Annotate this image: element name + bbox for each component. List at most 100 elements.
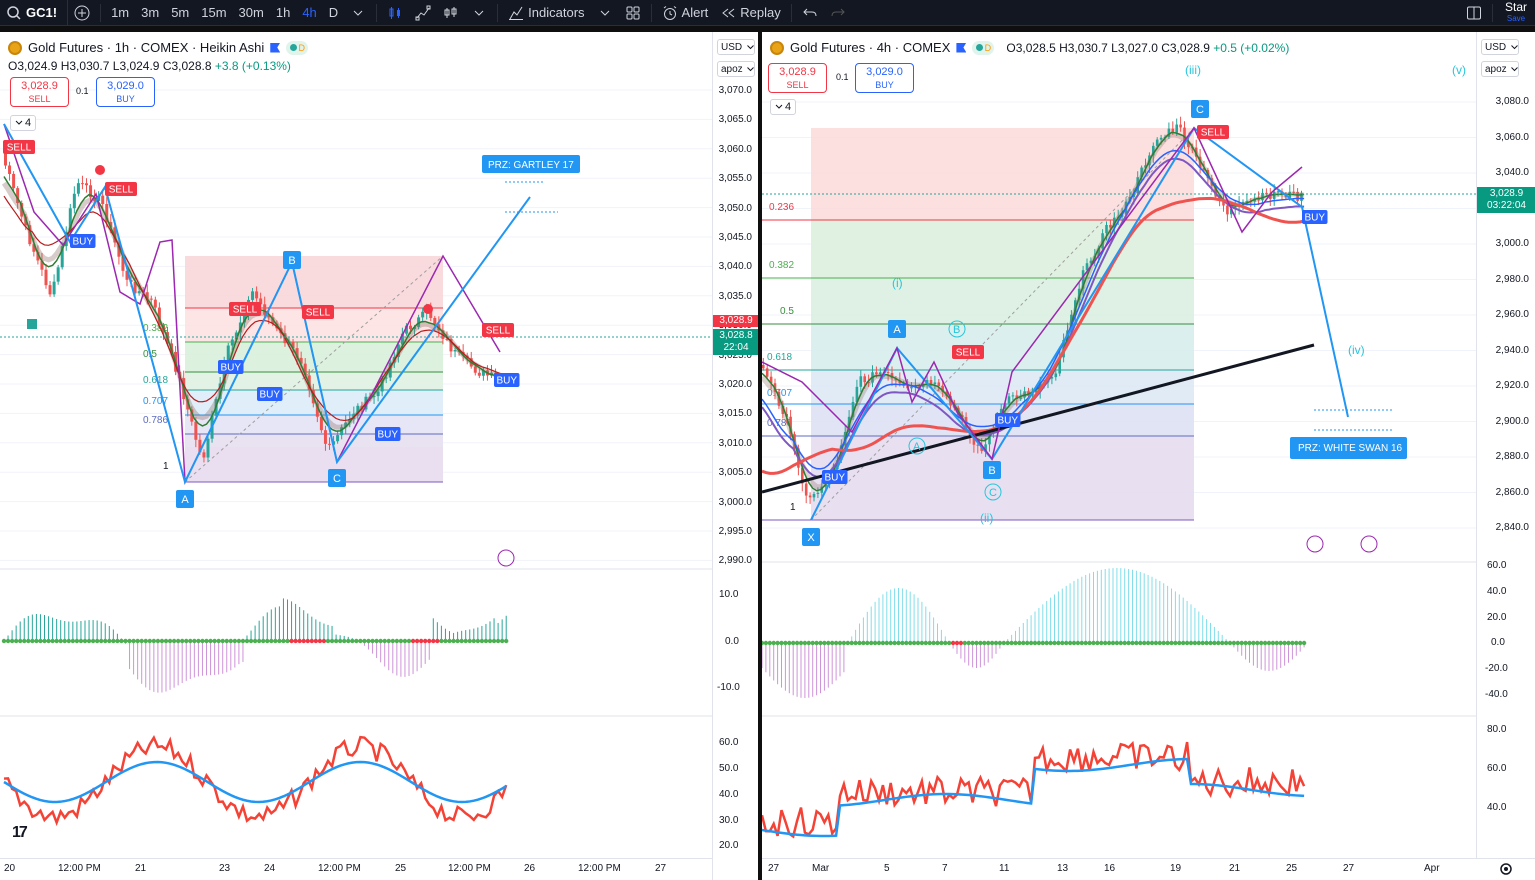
- fullscreen-button[interactable]: [1460, 0, 1488, 26]
- indicators-icon: [509, 6, 524, 20]
- macd-zero-dot: [1048, 640, 1053, 646]
- candle-body: [372, 396, 376, 398]
- flag-icon[interactable]: [270, 42, 281, 53]
- data-status-badge[interactable]: D: [972, 40, 995, 55]
- macd-zero-dot: [358, 638, 363, 644]
- interval-dropdown[interactable]: [344, 0, 372, 26]
- candle-body: [194, 421, 198, 440]
- chart-type-button[interactable]: [381, 0, 409, 26]
- macd-zero-dot: [872, 640, 878, 646]
- right-quantity[interactable]: 0.1: [836, 72, 849, 82]
- alarm-clock-icon: [663, 5, 676, 20]
- macd-zero-dot: [402, 638, 408, 644]
- candle-body: [153, 299, 157, 308]
- candle-body: [1003, 403, 1007, 409]
- redo-button[interactable]: [824, 0, 852, 26]
- macd-zero-dot: [354, 638, 359, 644]
- macd-zero-dot: [455, 638, 460, 644]
- right-sell-button[interactable]: 3,028.9 SELL: [768, 63, 827, 93]
- macd-zero-dot: [366, 638, 371, 644]
- left-collapse-indicators[interactable]: 4: [10, 115, 36, 131]
- undo-button[interactable]: [796, 0, 824, 26]
- left-price-scale[interactable]: USD apoz 3,070.0 3,065.0 3,060.0 3,055.0 3,0…: [712, 32, 758, 880]
- replay-button[interactable]: Replay: [714, 0, 786, 26]
- interval-4h[interactable]: 4h: [302, 5, 317, 20]
- indicator-count: 4: [24, 117, 32, 129]
- candle-body: [1101, 233, 1104, 249]
- compare-button[interactable]: [68, 0, 96, 26]
- macd-zero-dot: [1130, 640, 1135, 646]
- alert-button[interactable]: Alert: [656, 0, 715, 26]
- macd-zero-dot: [34, 638, 39, 644]
- pattern-point-label: X: [807, 532, 815, 544]
- candle-body: [765, 368, 769, 377]
- moving-average-slow-line: [762, 196, 1305, 475]
- indicators-button[interactable]: Indicators: [502, 0, 590, 26]
- replay-label: Replay: [740, 5, 781, 20]
- left-time-axis[interactable]: 20 12:00 PM 21 23 24 12:00 PM 25 12:00 PM 26 12:0…: [0, 858, 712, 880]
- right-time-axis[interactable]: 27 Mar 5 7 11 13 16 19 21 25 27 Apr: [762, 858, 1535, 880]
- layout-button[interactable]: [619, 0, 647, 26]
- candle-body: [251, 291, 255, 300]
- right-symbol-title[interactable]: Gold Futures · 4h · COMEX: [790, 40, 951, 55]
- macd-zero-dot: [884, 640, 889, 646]
- macd-zero-dot: [978, 640, 983, 646]
- macd-zero-dot: [224, 638, 229, 644]
- right-currency-select[interactable]: USD: [1481, 39, 1519, 55]
- macd-zero-dot: [1095, 640, 1100, 646]
- macd-zero-dot: [1282, 640, 1287, 646]
- candle-body: [836, 460, 839, 470]
- line-type-button[interactable]: [409, 0, 437, 26]
- indicator-scale-label: 40.0: [1487, 586, 1507, 597]
- interval-1h[interactable]: 1h: [275, 5, 291, 20]
- save-button[interactable]: Star Save: [1497, 0, 1535, 24]
- interval-15m[interactable]: 15m: [201, 5, 227, 20]
- candle-body: [1261, 192, 1264, 201]
- right-buy-button[interactable]: 3,029.0 BUY: [855, 63, 914, 93]
- buy-signal-label: BUY: [997, 416, 1018, 427]
- macd-zero-dot: [767, 640, 772, 646]
- left-scale-mode-select[interactable]: apoz: [717, 61, 755, 77]
- symbol-search[interactable]: GC1!: [0, 0, 69, 26]
- left-quantity[interactable]: 0.1: [76, 86, 89, 96]
- flag-icon[interactable]: [956, 42, 967, 53]
- pattern-point-label: B: [288, 255, 295, 267]
- right-price-scale[interactable]: USD apoz 3,080.03,060.03,040.03,020.03,0…: [1476, 32, 1535, 880]
- left-buy-button[interactable]: 3,029.0 BUY: [96, 77, 155, 107]
- right-scale-mode-select[interactable]: apoz: [1481, 61, 1519, 77]
- fib-level-label: 0.707: [143, 396, 168, 407]
- bars-icon: [444, 6, 457, 18]
- interval-d[interactable]: D: [328, 5, 339, 20]
- interval-30m[interactable]: 30m: [238, 5, 264, 20]
- right-collapse-indicators[interactable]: 4: [770, 99, 796, 115]
- indicator-scale-label: -40.0: [1485, 689, 1508, 700]
- right-chart-pane[interactable]: 0.2360.3820.50.6180.7070.7861XABCABC(iii…: [762, 32, 1535, 880]
- interval-5m[interactable]: 5m: [171, 5, 190, 20]
- star-label: Star: [1504, 0, 1527, 14]
- data-status-badge[interactable]: D: [286, 40, 309, 55]
- chart-type-dropdown[interactable]: [465, 0, 493, 26]
- candle-body: [1109, 224, 1112, 228]
- sell-price: 3,028.9: [21, 80, 58, 92]
- right-chart-canvas[interactable]: 0.2360.3820.50.6180.7070.7861XABCABC(iii…: [762, 32, 1476, 858]
- tradingview-logo[interactable]: 17: [12, 824, 28, 841]
- interval-1m[interactable]: 1m: [111, 5, 130, 20]
- candle-body: [421, 311, 425, 318]
- macd-zero-dot: [1208, 640, 1213, 646]
- left-currency-select[interactable]: USD: [717, 39, 755, 55]
- indicators-dropdown[interactable]: [591, 0, 619, 26]
- candle-body: [409, 325, 412, 330]
- macd-zero-dot: [171, 638, 177, 644]
- bars-type-button[interactable]: [437, 0, 465, 26]
- left-chart-pane[interactable]: 0.382 0.5 0.618 0.707 0.786 1 PRZ: GARTLEY 17 B…: [0, 32, 758, 880]
- candle-body: [1179, 124, 1182, 128]
- settings-gear-icon[interactable]: [1499, 862, 1513, 876]
- interval-3m[interactable]: 3m: [141, 5, 160, 20]
- pane-divider[interactable]: [758, 26, 762, 880]
- left-symbol-title[interactable]: Gold Futures · 1h · COMEX · Heikin Ashi: [28, 40, 265, 55]
- macd-zero-dot: [58, 638, 63, 644]
- left-sell-button[interactable]: 3,028.9 SELL: [10, 77, 69, 107]
- time-axis-label: 24: [264, 863, 276, 874]
- macd-zero-dot: [447, 638, 452, 644]
